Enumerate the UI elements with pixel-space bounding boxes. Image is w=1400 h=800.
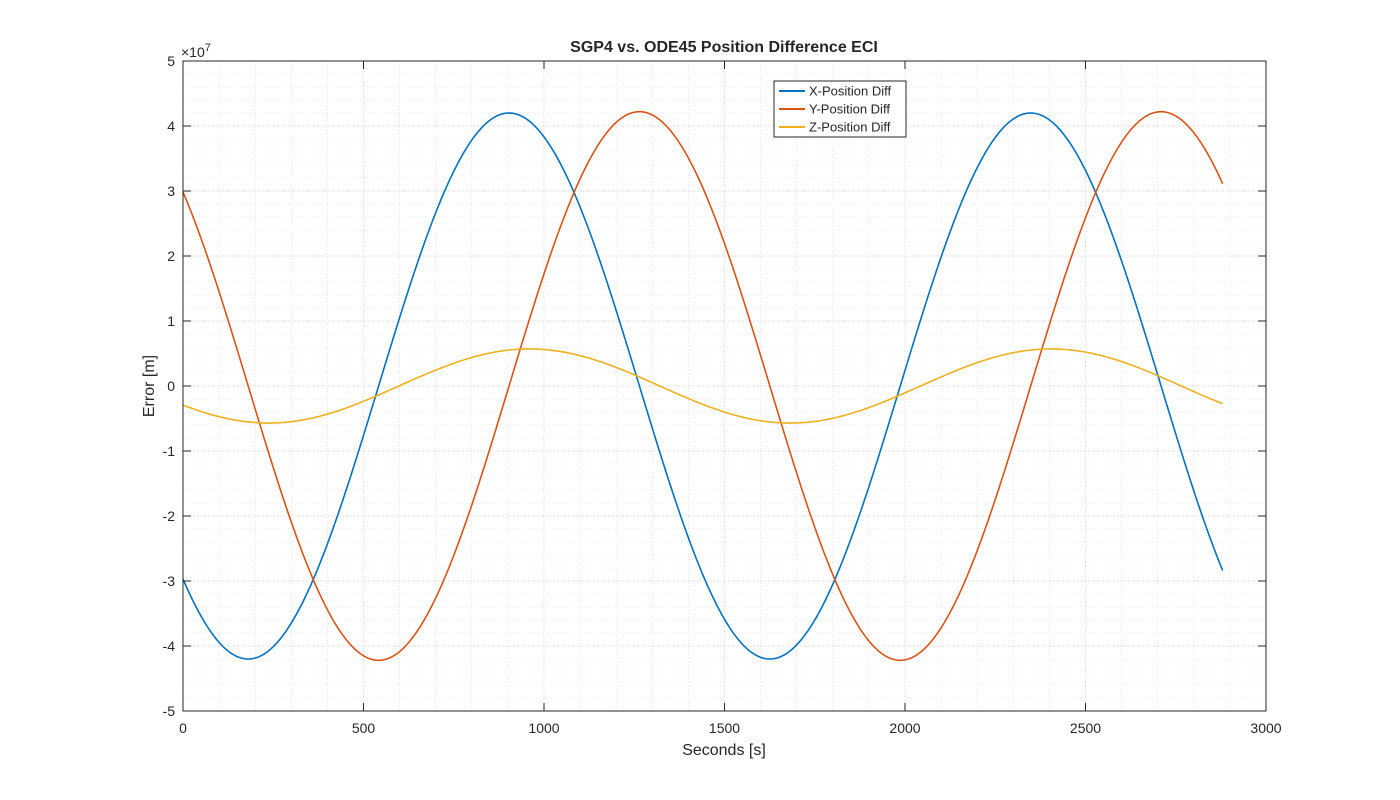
y-tick-label: 0 — [167, 378, 175, 394]
legend-label-3: Z-Position Diff — [809, 120, 891, 135]
x-tick-label: 500 — [352, 720, 376, 736]
legend-label-2: Y-Position Diff — [809, 102, 890, 117]
x-tick-label: 0 — [179, 720, 187, 736]
y-tick-label: -2 — [163, 508, 176, 524]
y-axis-exponent: ×107 — [181, 42, 211, 60]
y-tick-label: -5 — [163, 703, 176, 719]
x-tick-label: 3000 — [1250, 720, 1281, 736]
x-tick-label: 1000 — [528, 720, 559, 736]
series-line-3 — [182, 348, 1223, 424]
exponent-power: 7 — [205, 42, 211, 54]
y-tick-label: -3 — [163, 573, 176, 589]
y-tick-label: 5 — [167, 53, 175, 69]
series-line-2 — [182, 110, 1224, 662]
y-tick-label: -1 — [163, 443, 176, 459]
y-tick-label: -4 — [163, 638, 176, 654]
series-layer — [182, 110, 1224, 662]
legend-label-1: X-Position Diff — [809, 84, 892, 99]
chart-title: SGP4 vs. ODE45 Position Difference ECI — [570, 39, 878, 56]
y-tick-label: 2 — [167, 248, 175, 264]
exponent-base: ×10 — [181, 44, 205, 60]
y-axis-label: Error [m] — [141, 355, 158, 417]
x-tick-label: 1500 — [709, 720, 740, 736]
y-tick-label: 1 — [167, 313, 175, 329]
y-tick-label: 4 — [167, 118, 175, 134]
series-line-1 — [182, 112, 1224, 660]
legend: X-Position Diff Y-Position Diff Z-Position… — [773, 80, 907, 138]
y-tick-labels: -5 -4 -3 -2 -1 0 1 2 3 4 5 — [163, 53, 176, 719]
x-tick-labels: 0 500 1000 1500 2000 2500 3000 — [179, 720, 1282, 736]
y-tick-label: 3 — [167, 183, 175, 199]
ticks-layer — [182, 60, 1267, 712]
x-tick-label: 2000 — [889, 720, 920, 736]
x-axis-label: Seconds [s] — [682, 742, 766, 759]
x-tick-label: 2500 — [1070, 720, 1101, 736]
